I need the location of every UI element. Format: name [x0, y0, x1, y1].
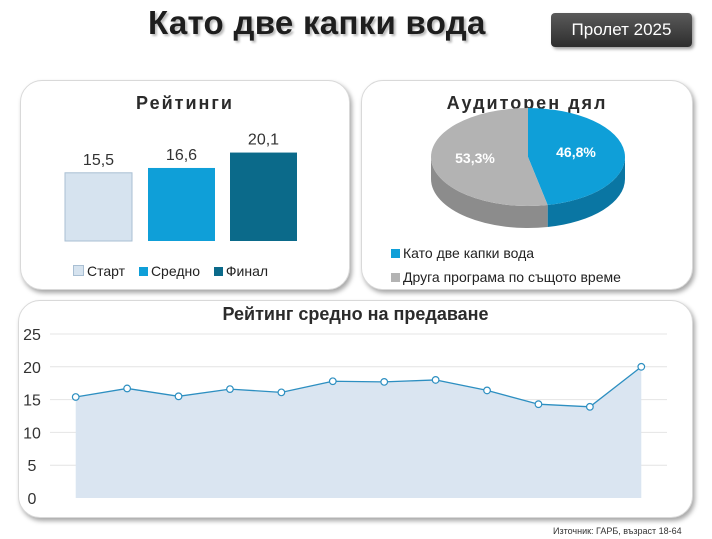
y-tick-label: 5	[28, 458, 37, 475]
rating-point	[71, 393, 80, 401]
bar-start	[64, 172, 133, 242]
page-title: Като две капки вода	[148, 4, 486, 41]
ratings-bar-chart: 15,5 16,6 20,1	[64, 132, 297, 242]
rating-point	[123, 384, 132, 393]
rating-point	[534, 400, 543, 409]
ratings-panel: Рейтинги 15,5 16,6 20,1 Старт Средно Финал	[20, 80, 350, 290]
audience-share-panel: Аудиторен дял 46,8% 53,3% Като две капки …	[361, 80, 693, 290]
y-tick-label: 0	[28, 491, 37, 508]
bar-final	[230, 152, 297, 241]
y-tick-label: 20	[23, 360, 41, 377]
legend-swatch-average	[138, 267, 148, 276]
bar-value-label-average: 16,6	[166, 147, 197, 164]
rating-point	[637, 362, 646, 371]
rating-point	[431, 376, 440, 384]
bar-value-label-final: 20,1	[248, 132, 279, 149]
legend-swatch-other	[391, 273, 400, 282]
legend-swatch-final	[213, 267, 223, 276]
pie-slice-other	[430, 108, 548, 206]
rating-area	[75, 366, 642, 498]
audience-pie-chart: 46,8% 53,3%	[430, 108, 625, 229]
y-tick-label: 10	[23, 425, 41, 442]
bar-value-label-start: 15,5	[83, 152, 114, 169]
source-note: Източник: ГАРБ, възраст 18-64	[553, 526, 682, 536]
pie-label-other: 53,3%	[455, 150, 495, 166]
legend-label-final: Финал	[225, 263, 269, 279]
rating-line	[75, 366, 642, 408]
legend-item-start: Старт	[73, 263, 125, 279]
bar-average	[148, 167, 215, 241]
pie-legend-other: Друга програма по същото време	[391, 269, 621, 285]
pie-side-other	[431, 157, 548, 229]
rating-point	[380, 377, 389, 386]
legend-swatch-start	[73, 265, 84, 276]
episode-panel-title: Рейтинг средно на предаване	[222, 304, 489, 324]
pie-legend-show: Като две капки вода	[391, 245, 534, 261]
rating-point	[226, 385, 234, 394]
rating-point	[483, 386, 491, 395]
legend-label-average: Средно	[150, 263, 200, 279]
ratings-panel-title: Рейтинги	[136, 93, 234, 113]
legend-item-final: Финал	[213, 263, 269, 279]
pie-side-show	[547, 157, 625, 227]
rating-point	[277, 388, 286, 397]
audience-panel-title: Аудиторен дял	[446, 93, 608, 113]
ratings-legend: Старт Средно Финал	[73, 263, 268, 279]
legend-label-start: Старт	[87, 263, 126, 279]
rating-point	[585, 402, 594, 411]
episode-area-chart: 0 5 10 15 20 25	[23, 327, 667, 508]
legend-label-other: Друга програма по същото време	[403, 269, 621, 285]
pie-slice-show	[528, 108, 625, 205]
y-tick-label: 15	[23, 393, 41, 410]
rating-point	[328, 377, 337, 386]
legend-label-show: Като две капки вода	[403, 245, 535, 261]
pie-label-show: 46,8%	[556, 144, 596, 160]
rating-point	[174, 392, 183, 401]
season-badge: Пролет 2025	[551, 13, 692, 47]
legend-item-average: Средно	[138, 263, 200, 279]
episode-rating-panel: Рейтинг средно на предаване 0 5 10 15 20 25	[18, 300, 693, 518]
legend-swatch-show	[391, 249, 400, 258]
y-tick-label: 25	[23, 327, 41, 344]
